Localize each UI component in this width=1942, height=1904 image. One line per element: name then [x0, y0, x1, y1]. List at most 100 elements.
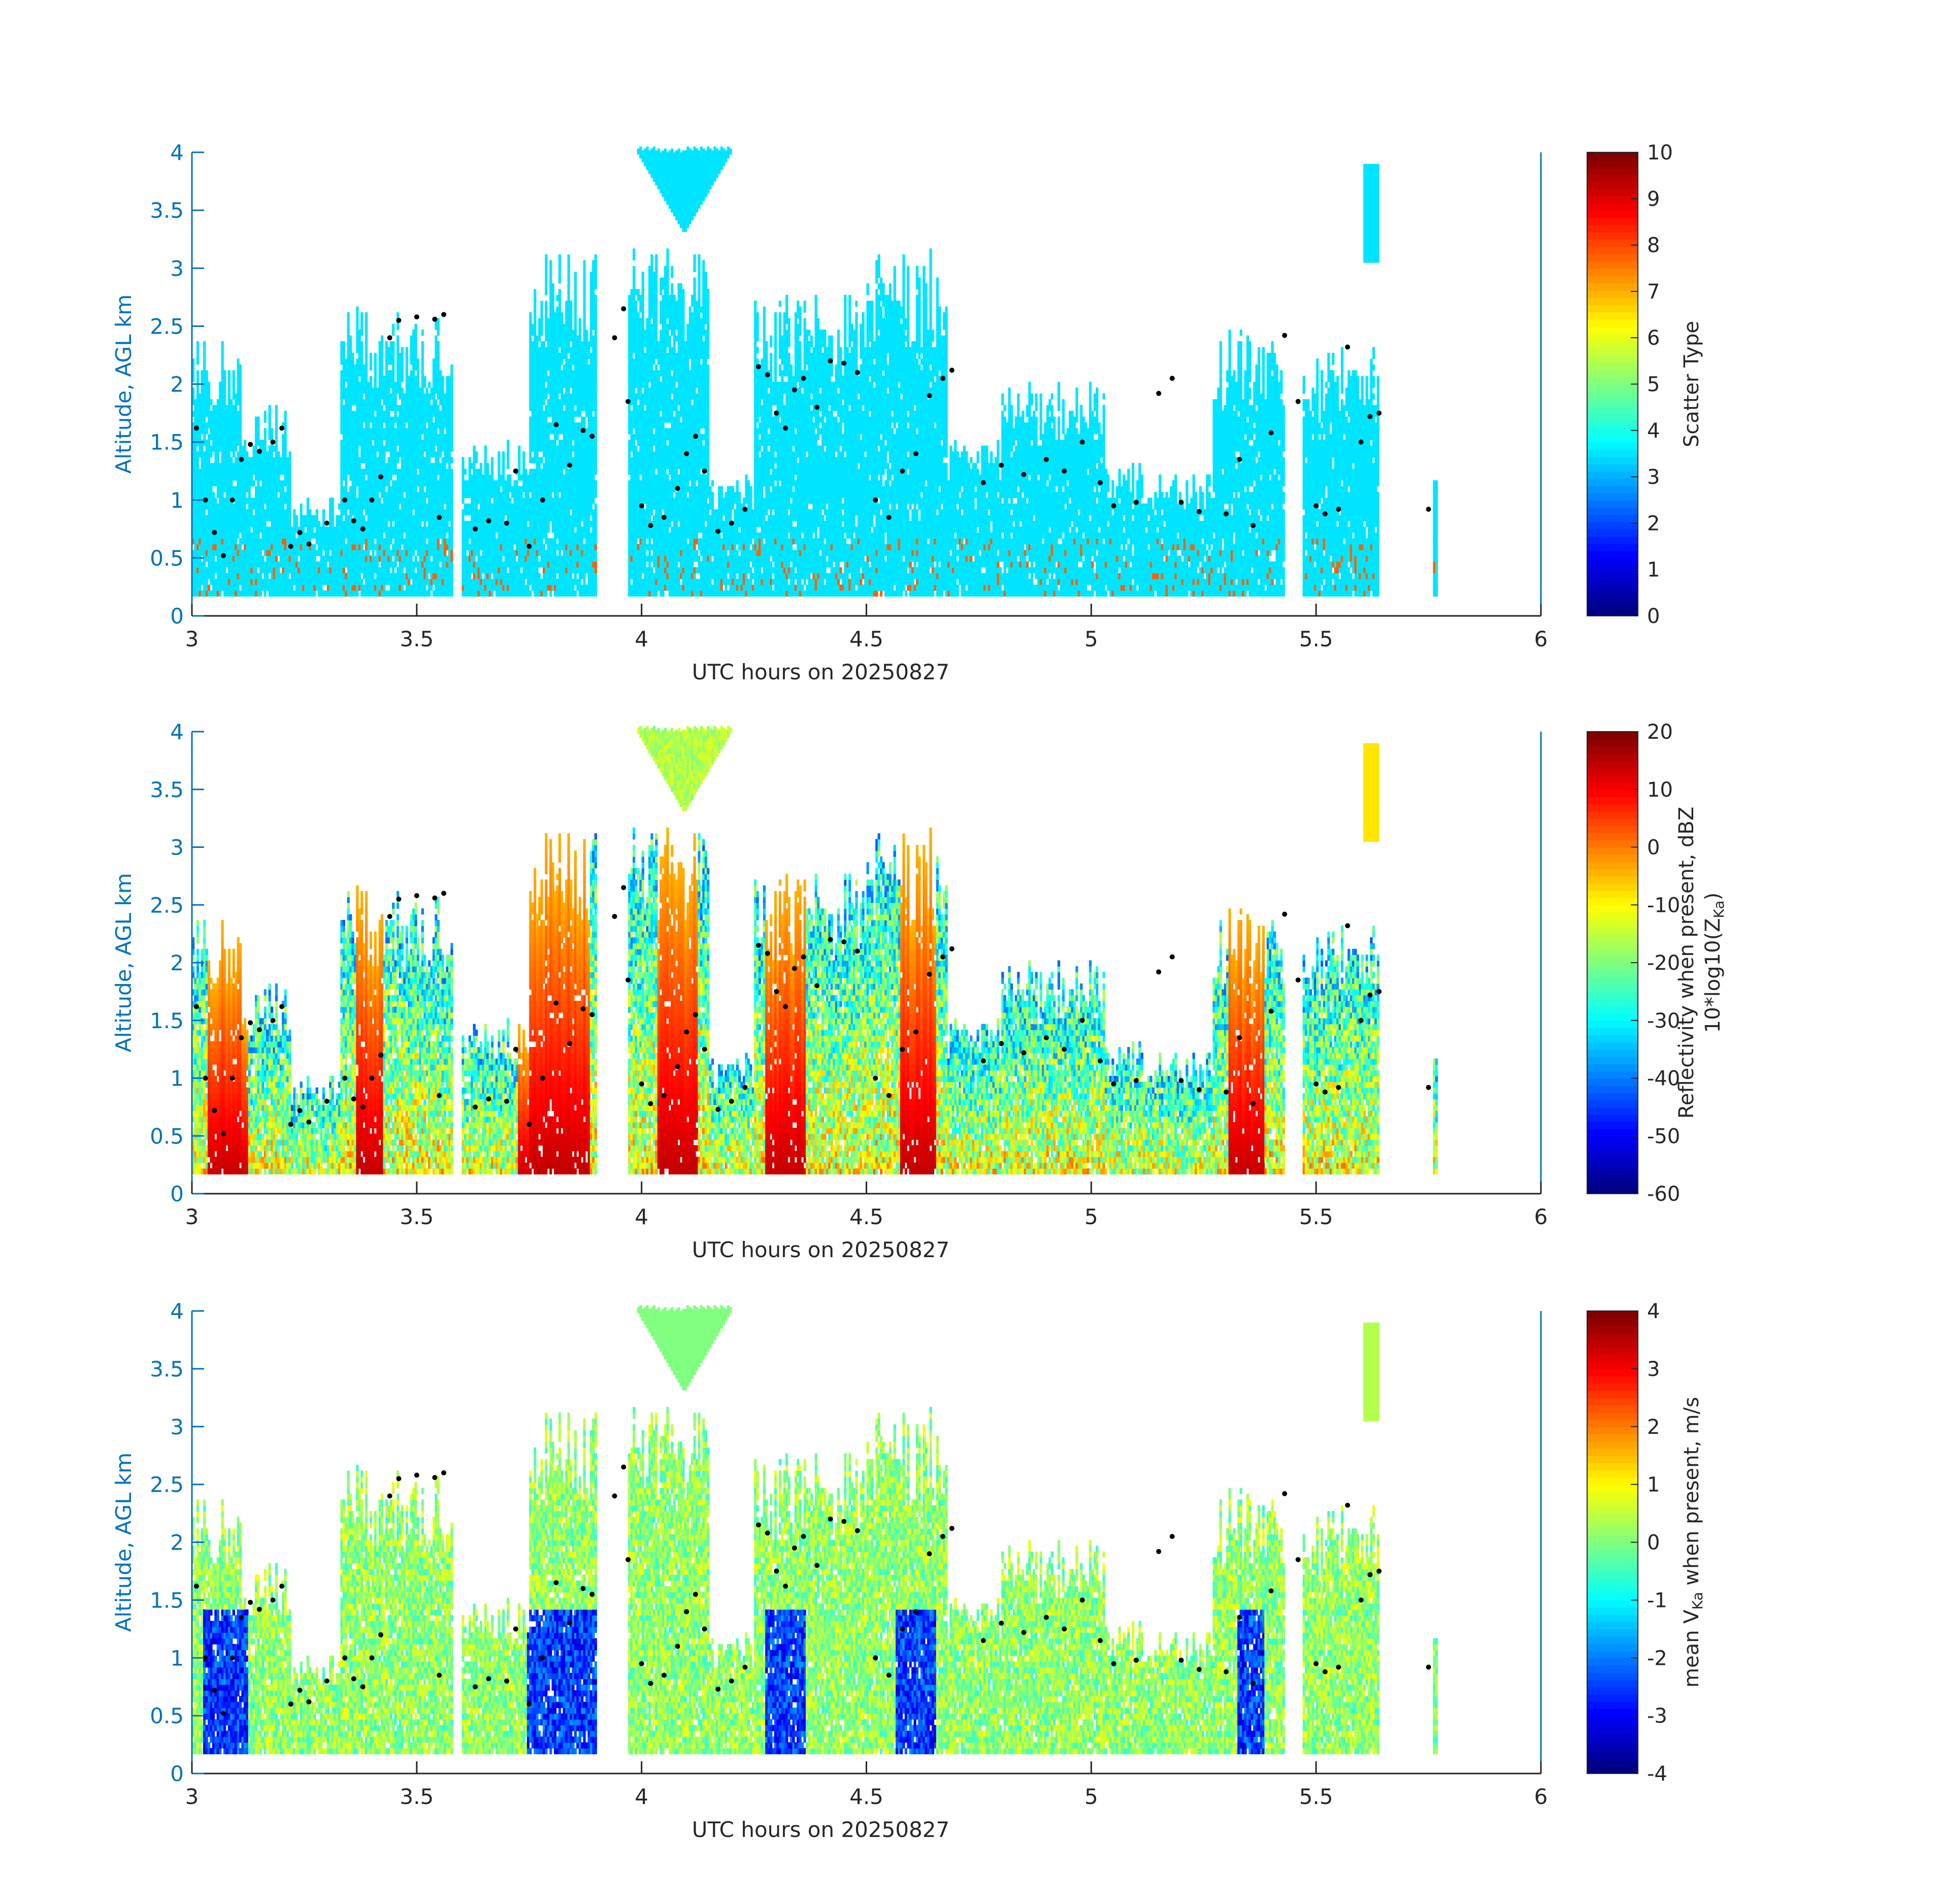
heatmap-cell [324, 562, 327, 568]
heatmap-cell [282, 590, 284, 597]
heatmap-cell [284, 446, 287, 452]
heatmap-cell [203, 590, 206, 597]
heatmap-cell [300, 504, 303, 510]
heatmap-cell [282, 550, 284, 556]
heatmap-cell [239, 376, 242, 382]
heatmap-cell [250, 533, 253, 539]
heatmap-cell [241, 573, 244, 579]
heatmap-cell [208, 405, 210, 411]
heatmap-cell [282, 544, 284, 550]
heatmap-cell [194, 475, 196, 481]
heatmap-cell [225, 515, 228, 521]
heatmap-cell [275, 550, 278, 556]
heatmap-cell [199, 434, 201, 440]
heatmap-cell [225, 416, 228, 422]
heatmap-cell [269, 405, 271, 411]
heatmap-cell [282, 538, 284, 544]
heatmap-cell [235, 515, 237, 521]
heatmap-cell [322, 515, 325, 521]
heatmap-cell [221, 492, 224, 498]
heatmap-cell [194, 509, 196, 515]
heatmap-cell [233, 370, 235, 376]
heatmap-cell [275, 486, 278, 492]
heatmap-cell [291, 579, 293, 585]
heatmap-cell [248, 486, 251, 492]
heatmap-cell [338, 504, 341, 510]
heatmap-cell [194, 567, 196, 573]
heatmap-cell [210, 521, 212, 527]
heatmap-cell [329, 584, 332, 590]
heatmap-cell [257, 480, 259, 486]
heatmap-cell [311, 527, 314, 533]
heatmap-cell [266, 492, 269, 498]
heatmap-cell [239, 365, 242, 371]
heatmap-cell [244, 440, 246, 446]
heatmap-cell [210, 469, 212, 475]
heatmap-cell [332, 504, 334, 510]
heatmap-cell [233, 451, 235, 457]
heatmap-cell [203, 562, 206, 568]
heatmap-cell [235, 457, 237, 463]
heatmap-cell [275, 405, 278, 411]
heatmap-cell [307, 527, 309, 533]
heatmap-cell [338, 555, 341, 562]
heatmap-cell [221, 358, 224, 365]
heatmap-cell [275, 469, 278, 475]
heatmap-cell [219, 498, 221, 504]
heatmap-cell [250, 538, 253, 544]
heatmap-cell [275, 590, 278, 597]
heatmap-cell [284, 451, 287, 457]
heatmap-cell [225, 573, 228, 579]
heatmap-cell [250, 521, 253, 527]
heatmap-cell [235, 422, 237, 429]
heatmap-cell [266, 533, 269, 539]
heatmap-cell [250, 463, 253, 469]
heatmap-cell [329, 521, 332, 527]
heatmap-cell [302, 527, 305, 533]
heatmap-cell [293, 509, 295, 515]
heatmap-cell [282, 562, 284, 568]
heatmap-cell [259, 590, 262, 597]
heatmap-cell [282, 527, 284, 533]
heatmap-cell [194, 486, 196, 492]
heatmap-cell [235, 469, 237, 475]
heatmap-cell [275, 457, 278, 463]
heatmap-cell [271, 451, 273, 457]
heatmap-cell [194, 405, 196, 411]
heatmap-cell [282, 573, 284, 579]
heatmap-cell [230, 480, 233, 486]
heatmap-cell [286, 573, 289, 579]
heatmap-cell [203, 584, 206, 590]
heatmap-cell [208, 393, 210, 400]
heatmap-cell [248, 527, 251, 533]
heatmap-cell [239, 422, 242, 429]
heatmap-cell [282, 584, 284, 590]
heatmap-cell [264, 440, 267, 446]
heatmap-cell [282, 509, 284, 515]
heatmap-cell [250, 573, 253, 579]
heatmap-cell [221, 341, 224, 347]
heatmap-cell [322, 527, 325, 533]
heatmap-cell [194, 457, 196, 463]
heatmap-cell [225, 521, 228, 527]
heatmap-cell [259, 498, 262, 504]
heatmap-cell [210, 509, 212, 515]
heatmap-cell [196, 353, 199, 359]
heatmap-cell [235, 428, 237, 434]
heatmap-cell [239, 428, 242, 434]
heatmap-cell [282, 498, 284, 504]
heatmap-cell [259, 567, 262, 573]
heatmap-cell [291, 573, 293, 579]
heatmap-cell [266, 584, 269, 590]
heatmap-cell [239, 416, 242, 422]
heatmap-cell [225, 457, 228, 463]
heatmap-cell [206, 376, 208, 382]
heatmap-cell [269, 416, 271, 422]
heatmap-cell [235, 434, 237, 440]
heatmap-cell [250, 555, 253, 562]
heatmap-cell [259, 521, 262, 527]
heatmap-cell [264, 590, 267, 597]
heatmap-cell [203, 480, 206, 486]
heatmap-cell [241, 567, 244, 573]
heatmap-cell [210, 411, 212, 417]
